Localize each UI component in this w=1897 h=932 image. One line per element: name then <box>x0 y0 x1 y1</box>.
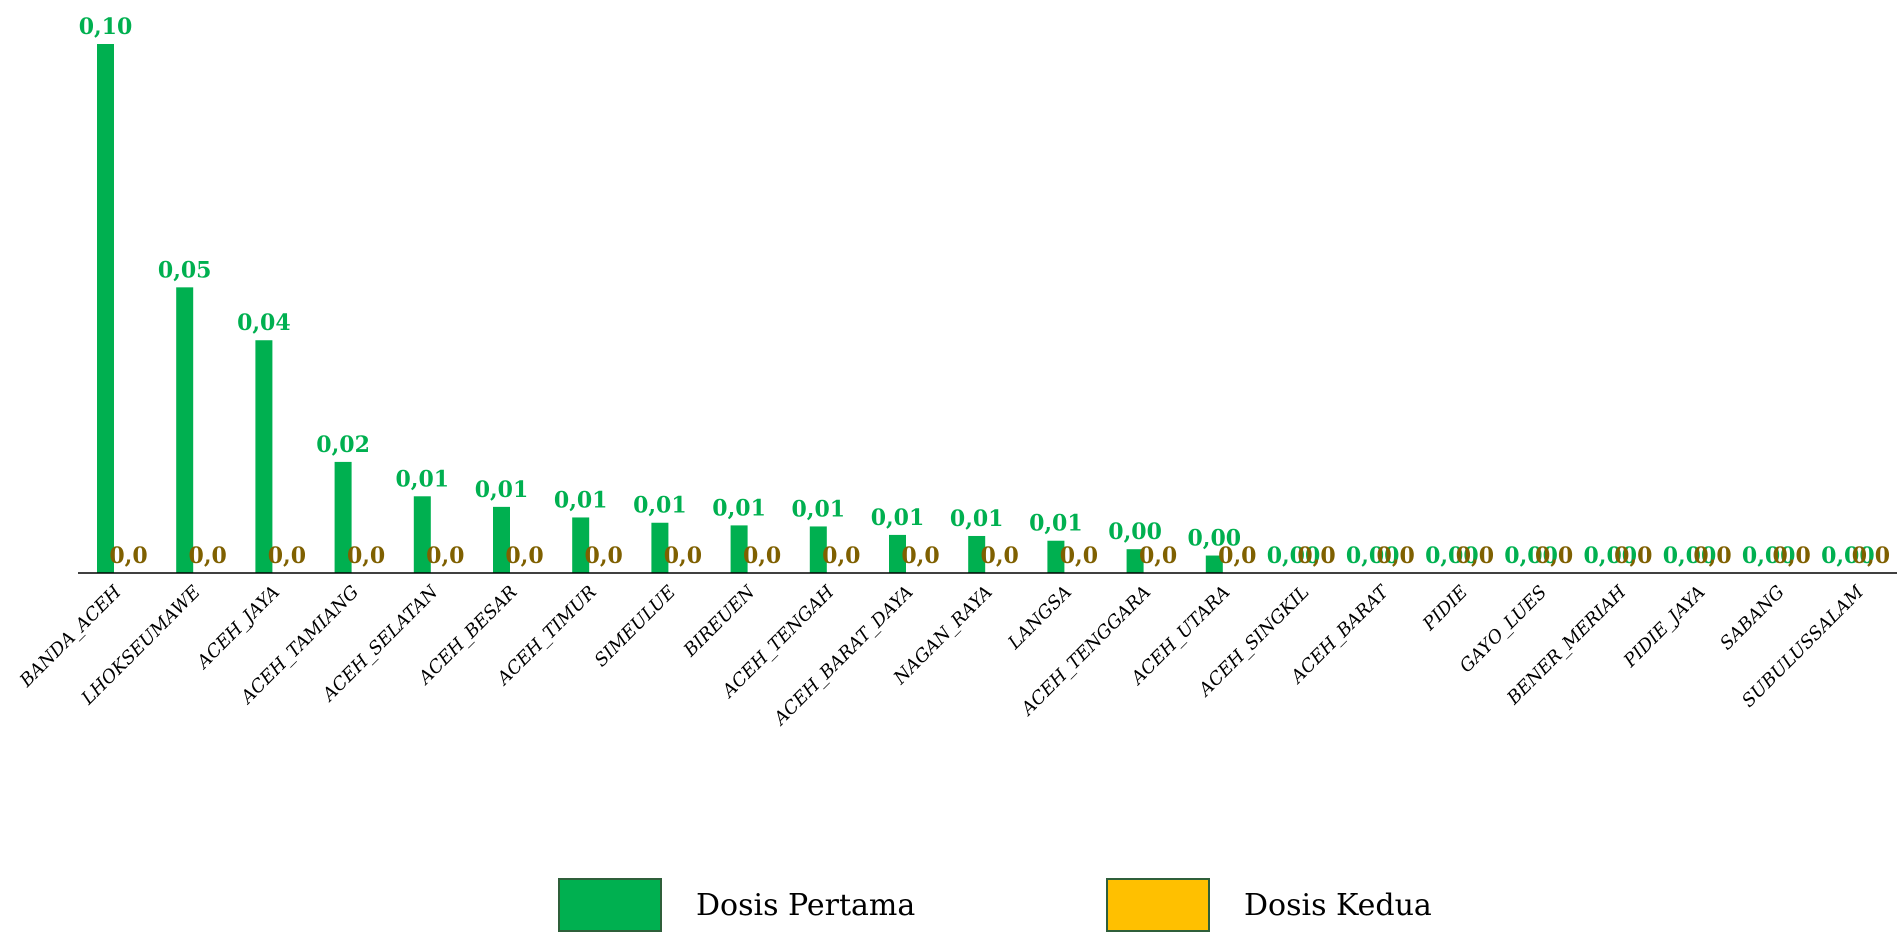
bar-dosis-pertama-aceh-timur <box>572 517 590 573</box>
data-label-dosis-kedua-aceh-selatan: 0,0 <box>426 543 464 569</box>
data-label-dosis-pertama-aceh-jaya: 0,04 <box>237 310 291 336</box>
data-label-dosis-kedua-lhokseumawe: 0,0 <box>189 543 227 569</box>
legend-label-dosis-kedua: Dosis Kedua <box>1244 887 1432 923</box>
x-tick-labels: BANDA_ACEHLHOKSEUMAWEACEH_JAYAACEH_TAMIA… <box>15 580 1868 730</box>
data-label-dosis-kedua-aceh-barat-daya: 0,0 <box>901 543 939 569</box>
bar-dosis-pertama-simeulue <box>651 522 669 573</box>
data-label-dosis-pertama-sabang: 0,00 <box>1742 543 1796 569</box>
data-label-dosis-kedua-pidie-jaya: 0,0 <box>1693 543 1731 569</box>
bar-dosis-pertama-aceh-besar <box>493 506 510 573</box>
data-label-dosis-pertama-aceh-singkil: 0,00 <box>1267 543 1321 569</box>
series-dosis-pertama-labels: 0,10 0,05 0,04 0,02 0,01 0,01 0,01 0,01 0,01 0,01… <box>79 14 1875 569</box>
data-label-dosis-pertama-subulussalam: 0,00 <box>1821 543 1875 569</box>
bar-dosis-pertama-lhokseumawe <box>176 287 194 573</box>
x-tick-label-aceh-barat-daya: ACEH_BARAT_DAYA <box>769 582 918 731</box>
data-label-dosis-pertama-bener-meriah: 0,00 <box>1584 543 1638 569</box>
bar-dosis-pertama-aceh-jaya <box>255 340 273 573</box>
x-tick-label-langsa: LANGSA <box>1004 582 1076 654</box>
bar-dosis-pertama-aceh-selatan <box>413 496 431 573</box>
legend-item-dosis-pertama[interactable]: Dosis Pertama <box>558 878 915 932</box>
data-label-dosis-kedua-bireuen: 0,0 <box>743 543 781 569</box>
data-label-dosis-pertama-banda-aceh: 0,10 <box>79 14 133 40</box>
data-label-dosis-pertama-lhokseumawe: 0,05 <box>158 257 212 283</box>
data-label-dosis-kedua-nagan-raya: 0,0 <box>981 543 1019 569</box>
data-label-dosis-pertama-aceh-tamiang: 0,02 <box>316 432 370 458</box>
data-label-dosis-kedua-aceh-tamiang: 0,0 <box>347 543 385 569</box>
data-label-dosis-kedua-aceh-tenggara: 0,0 <box>1139 543 1177 569</box>
data-label-dosis-kedua-sabang: 0,0 <box>1773 543 1811 569</box>
data-label-dosis-kedua-aceh-tengah: 0,0 <box>822 543 860 569</box>
data-label-dosis-pertama-aceh-tenggara: 0,00 <box>1108 519 1162 545</box>
bar-dosis-pertama-aceh-utara <box>1205 555 1223 573</box>
data-label-dosis-pertama-aceh-besar: 0,01 <box>475 477 529 503</box>
data-label-dosis-kedua-bener-meriah: 0,0 <box>1614 543 1652 569</box>
x-tick-label-sabang: SABANG <box>1716 582 1789 655</box>
data-label-dosis-kedua-pidie: 0,0 <box>1456 543 1494 569</box>
data-label-dosis-pertama-bireuen: 0,01 <box>712 495 766 521</box>
legend-item-dosis-kedua[interactable]: Dosis Kedua <box>1106 878 1432 932</box>
bar-dosis-pertama-banda-aceh <box>97 44 114 573</box>
data-label-dosis-kedua-simeulue: 0,0 <box>664 543 702 569</box>
legend-label-dosis-pertama: Dosis Pertama <box>696 887 916 923</box>
data-label-dosis-pertama-gayo-lues: 0,00 <box>1504 543 1558 569</box>
bar-dosis-pertama-bireuen <box>730 525 748 573</box>
data-label-dosis-pertama-langsa: 0,01 <box>1029 511 1083 537</box>
data-label-dosis-kedua-aceh-timur: 0,0 <box>585 543 623 569</box>
data-label-dosis-kedua-gayo-lues: 0,0 <box>1535 543 1573 569</box>
data-label-dosis-pertama-pidie: 0,00 <box>1425 543 1479 569</box>
bar-dosis-pertama-aceh-tenggara <box>1126 549 1144 573</box>
data-label-dosis-pertama-aceh-tengah: 0,01 <box>792 496 846 522</box>
data-label-dosis-pertama-aceh-timur: 0,01 <box>554 487 608 513</box>
data-label-dosis-kedua-subulussalam: 0,0 <box>1852 543 1890 569</box>
x-tick-label-pidie: PIDIE <box>1418 582 1472 636</box>
data-label-dosis-pertama-aceh-barat-daya: 0,01 <box>871 505 925 531</box>
bar-dosis-pertama-nagan-raya <box>968 535 986 573</box>
x-tick-label-pidie-jaya: PIDIE_JAYA <box>1619 582 1709 672</box>
x-tick-label-aceh-tenggara: ACEH_TENGGARA <box>1016 582 1155 721</box>
data-label-dosis-kedua-langsa: 0,0 <box>1060 543 1098 569</box>
data-label-dosis-kedua-banda-aceh: 0,0 <box>109 543 147 569</box>
data-label-dosis-kedua-aceh-utara: 0,0 <box>1218 543 1256 569</box>
data-label-dosis-pertama-simeulue: 0,01 <box>633 493 687 519</box>
series-dosis-kedua-labels: 0,0 0,0 0,0 0,0 0,0 0,0 0,0 0,0 0,0 0,0 0,0 0,0 0,0 0… <box>109 543 1890 569</box>
data-label-dosis-pertama-aceh-utara: 0,00 <box>1188 526 1242 552</box>
data-label-dosis-kedua-aceh-jaya: 0,0 <box>268 543 306 569</box>
bar-dosis-pertama-langsa <box>1047 540 1065 573</box>
data-label-dosis-kedua-aceh-singkil: 0,0 <box>1297 543 1335 569</box>
legend-swatch-dosis-kedua <box>1106 878 1210 932</box>
data-label-dosis-pertama-aceh-barat: 0,00 <box>1346 543 1400 569</box>
data-label-dosis-pertama-pidie-jaya: 0,00 <box>1663 543 1717 569</box>
data-label-dosis-pertama-nagan-raya: 0,01 <box>950 506 1004 532</box>
series-dosis-pertama-bars <box>97 44 1223 573</box>
bar-dosis-pertama-aceh-tengah <box>809 526 827 573</box>
bar-dosis-pertama-aceh-barat-daya <box>889 534 906 573</box>
bar-dosis-pertama-aceh-tamiang <box>334 461 352 573</box>
x-tick-label-bireuen: BIREUEN <box>679 581 760 662</box>
data-label-dosis-kedua-aceh-barat: 0,0 <box>1377 543 1415 569</box>
data-label-dosis-kedua-aceh-besar: 0,0 <box>505 543 543 569</box>
x-tick-label-simeulue: SIMEULUE <box>591 582 680 671</box>
data-label-dosis-pertama-aceh-selatan: 0,01 <box>396 466 450 492</box>
legend-swatch-dosis-pertama <box>558 878 662 932</box>
